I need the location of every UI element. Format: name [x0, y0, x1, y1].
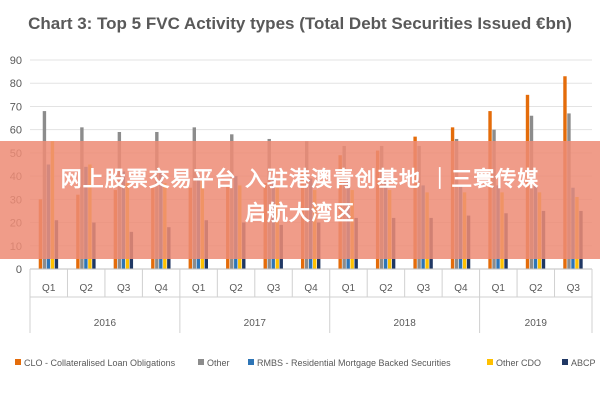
- x-tick-label: Q1: [342, 283, 356, 294]
- x-tick-label: Q1: [192, 283, 206, 294]
- legend-swatch: [562, 359, 568, 365]
- banner-text: 网上股票交易平台 入驻港澳青创基地 ｜三寰传媒 启航大湾区: [10, 162, 590, 230]
- banner-line-2: 启航大湾区: [245, 201, 355, 225]
- y-tick-label: 0: [16, 264, 22, 276]
- legend-swatch: [248, 359, 254, 365]
- banner-line-1: 网上股票交易平台 入驻港澳青创基地 ｜三寰传媒: [60, 167, 540, 191]
- x-tick-label: Q4: [304, 283, 318, 294]
- group-label: 2016: [94, 318, 117, 329]
- group-label: 2019: [525, 318, 548, 329]
- chart-title: Chart 3: Top 5 FVC Activity types (Total…: [28, 14, 572, 33]
- x-tick-label: Q3: [567, 283, 581, 294]
- banner-overlay: [0, 141, 600, 259]
- x-tick-label: Q4: [454, 283, 468, 294]
- legend: CLO - Collateralised Loan Obligations Oth…: [15, 358, 596, 368]
- legend-swatch: [15, 359, 21, 365]
- x-tick-label: Q4: [154, 283, 168, 294]
- x-tick-label: Q1: [42, 283, 56, 294]
- x-tick-label: Q2: [229, 283, 243, 294]
- legend-label: Other CDO: [496, 358, 541, 368]
- legend-label: Other: [207, 358, 230, 368]
- x-tick-label: Q3: [117, 283, 131, 294]
- group-label: 2017: [244, 318, 267, 329]
- y-tick-label: 90: [10, 55, 22, 67]
- x-tick-label: Q2: [529, 283, 543, 294]
- y-tick-label: 80: [10, 78, 22, 90]
- y-tick-label: 70: [10, 101, 22, 113]
- x-tick-label: Q2: [80, 283, 94, 294]
- x-tick-label: Q1: [492, 283, 506, 294]
- y-tick-label: 60: [10, 125, 22, 137]
- x-tick-label: Q2: [379, 283, 393, 294]
- group-label: 2018: [394, 318, 417, 329]
- x-axis: Q1 Q2 Q3 Q4 Q1 Q2 Q3 Q4 Q1 Q2 Q3 Q4 Q1 Q2 Q3 2016 2017 20…: [29, 268, 593, 333]
- legend-label: RMBS - Residential Mortgage Backed Secur…: [257, 358, 451, 368]
- legend-label: CLO - Collateralised Loan Obligations: [24, 358, 176, 368]
- x-tick-label: Q3: [417, 283, 431, 294]
- legend-swatch: [487, 359, 493, 365]
- x-tick-label: Q3: [267, 283, 281, 294]
- legend-label: ABCP: [571, 358, 596, 368]
- legend-swatch: [198, 359, 204, 365]
